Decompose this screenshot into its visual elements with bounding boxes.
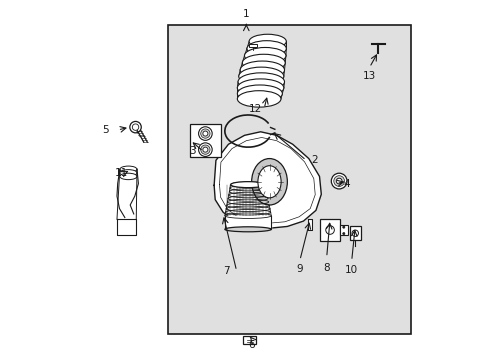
- Text: 7: 7: [223, 266, 229, 276]
- Text: 12: 12: [248, 104, 261, 113]
- Ellipse shape: [238, 73, 284, 91]
- Text: 9: 9: [296, 264, 303, 274]
- Ellipse shape: [240, 61, 284, 79]
- Text: 3: 3: [189, 147, 196, 157]
- Text: 2: 2: [310, 156, 317, 165]
- Bar: [320, 219, 339, 241]
- Circle shape: [342, 233, 344, 235]
- Text: 6: 6: [248, 340, 254, 350]
- Ellipse shape: [237, 85, 282, 102]
- Ellipse shape: [237, 79, 283, 97]
- Circle shape: [342, 226, 344, 228]
- Ellipse shape: [238, 67, 283, 86]
- Text: 13: 13: [362, 71, 375, 81]
- Text: 1: 1: [243, 9, 249, 19]
- Ellipse shape: [224, 227, 271, 232]
- Circle shape: [331, 173, 346, 189]
- Bar: [243, 337, 256, 344]
- Bar: [190, 124, 220, 157]
- Polygon shape: [117, 169, 138, 217]
- Text: 8: 8: [323, 262, 329, 273]
- Ellipse shape: [120, 170, 137, 176]
- Circle shape: [333, 176, 344, 186]
- Circle shape: [203, 147, 207, 152]
- Text: 4: 4: [342, 179, 349, 189]
- Ellipse shape: [251, 158, 287, 205]
- Polygon shape: [224, 216, 271, 229]
- Ellipse shape: [120, 173, 137, 180]
- Bar: [339, 225, 347, 235]
- Bar: [349, 226, 360, 240]
- Circle shape: [132, 124, 139, 130]
- Ellipse shape: [257, 166, 281, 198]
- Circle shape: [203, 131, 207, 136]
- Circle shape: [198, 127, 212, 140]
- Circle shape: [325, 226, 334, 234]
- Text: 11: 11: [114, 168, 128, 178]
- Polygon shape: [117, 219, 136, 235]
- Ellipse shape: [242, 54, 285, 71]
- Bar: [167, 24, 410, 334]
- Ellipse shape: [230, 182, 265, 188]
- Text: 5: 5: [102, 125, 108, 135]
- Circle shape: [201, 145, 210, 154]
- Bar: [248, 44, 256, 47]
- Ellipse shape: [248, 34, 285, 49]
- Polygon shape: [307, 219, 312, 230]
- Circle shape: [130, 121, 141, 133]
- Ellipse shape: [246, 41, 285, 57]
- Circle shape: [198, 143, 212, 157]
- Circle shape: [201, 129, 210, 138]
- Ellipse shape: [244, 48, 285, 64]
- Circle shape: [351, 230, 358, 237]
- Ellipse shape: [237, 91, 281, 107]
- Polygon shape: [214, 132, 321, 228]
- Ellipse shape: [120, 166, 137, 172]
- Text: 10: 10: [345, 265, 358, 275]
- Circle shape: [336, 178, 341, 184]
